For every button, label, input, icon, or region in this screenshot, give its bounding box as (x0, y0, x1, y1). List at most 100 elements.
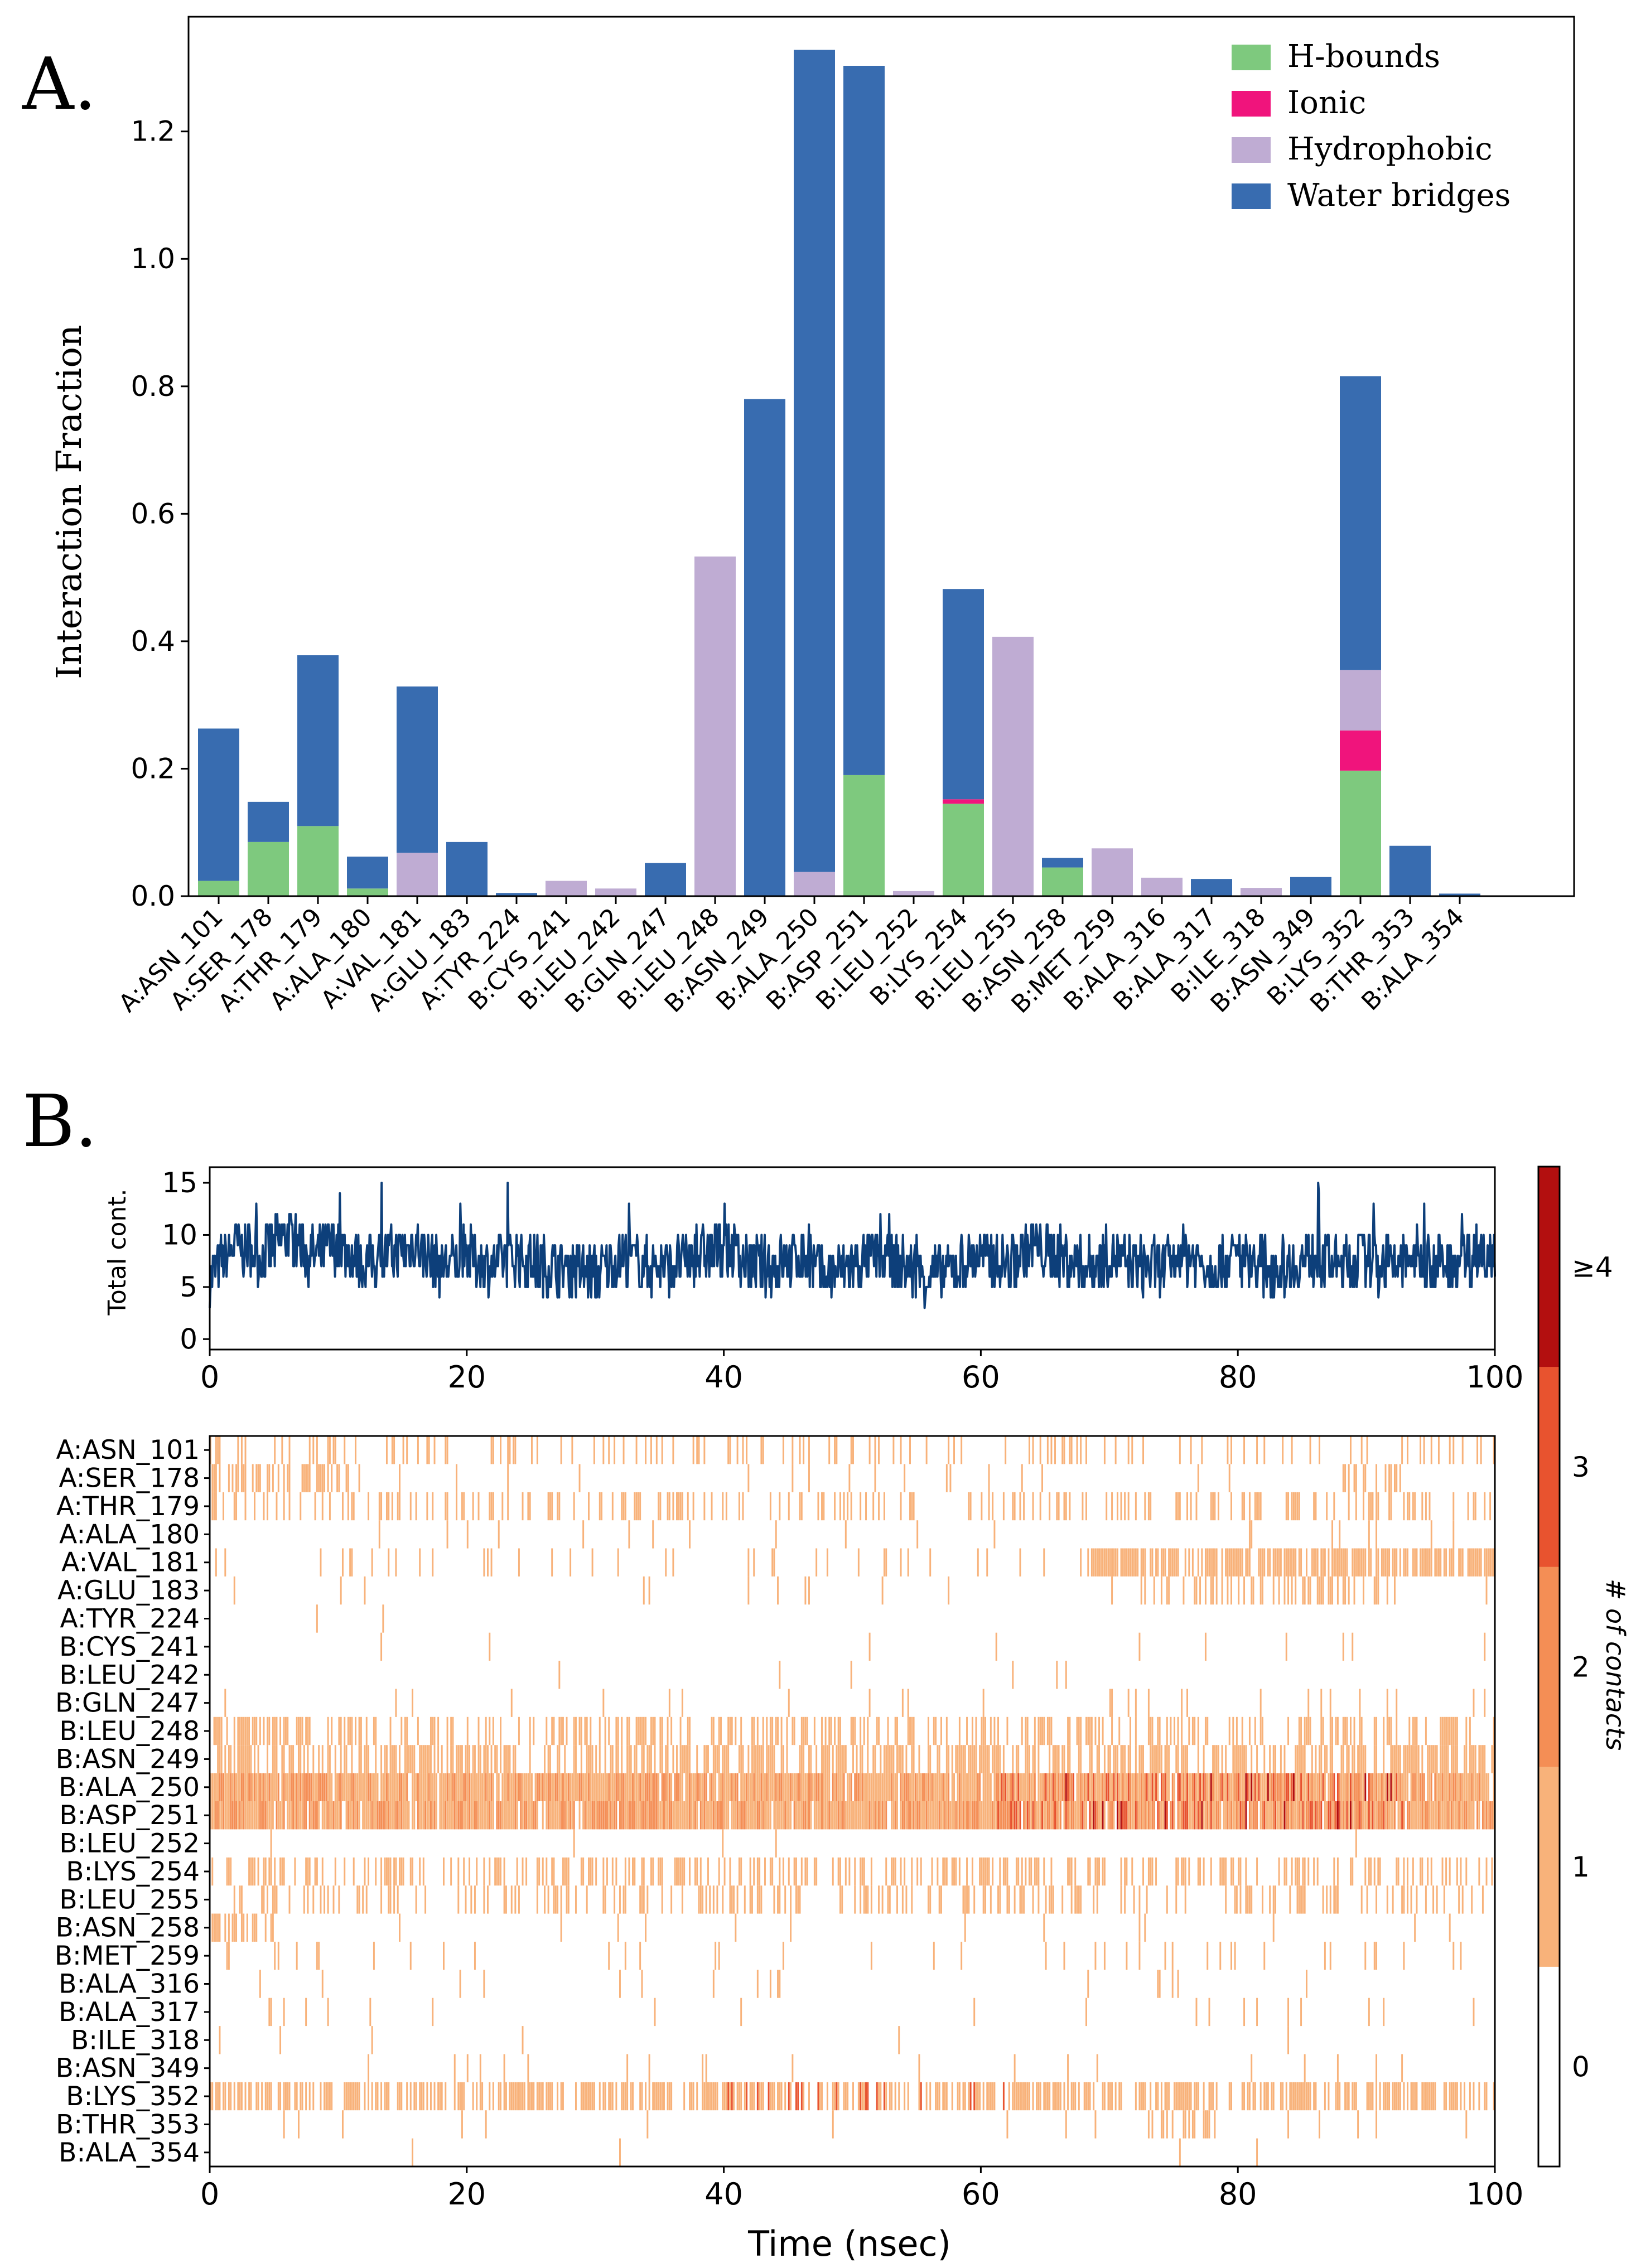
heatmap-cell (1087, 1548, 1089, 1577)
heatmap-cell (962, 1773, 964, 1801)
heatmap-cell (1392, 1548, 1394, 1577)
heatmap-cell (769, 1970, 771, 1998)
heatmap-cell (821, 1716, 823, 1745)
heatmap-cell (248, 1716, 250, 1745)
heatmap-cell (1248, 1773, 1251, 1801)
heatmap-cell (402, 1857, 404, 1886)
heatmap-cell (1336, 1548, 1339, 1577)
heatmap-cell (1269, 1773, 1271, 1801)
heatmap-cell (300, 2082, 302, 2111)
heatmap-cell (1248, 1492, 1251, 1521)
heatmap-cell (1484, 1801, 1486, 1830)
heatmap-cell (1039, 1773, 1041, 1801)
heatmap-cell (1036, 1857, 1038, 1886)
heatmap-cell (243, 1801, 245, 1830)
heatmap-cell (469, 1773, 471, 1801)
heatmap-cell (628, 1773, 630, 1801)
heatmap-cell (1120, 1548, 1122, 1577)
heatmap-cell (544, 1773, 546, 1801)
heatmap-cell (1245, 1885, 1247, 1914)
heatmap-cell (459, 1801, 461, 1830)
heatmap-cell (624, 1857, 626, 1886)
heatmap-cell (900, 1801, 902, 1830)
heatmap-cell (426, 2082, 428, 2111)
heatmap-cell (1324, 1801, 1326, 1830)
heatmap-cell (1183, 2110, 1185, 2139)
heatmap-cell (560, 1716, 562, 1745)
heatmap-cell (1166, 1745, 1168, 1773)
heatmap-cell (1039, 1801, 1041, 1830)
heatmap-cell (496, 1857, 498, 1886)
heatmap-cell (1199, 1801, 1201, 1830)
heatmap-cell (554, 1801, 557, 1830)
heatmap-cell (445, 2082, 447, 2111)
heatmap-cell (634, 1773, 636, 1801)
heatmap-cell (446, 1436, 448, 1464)
heatmap-cell (1157, 1716, 1159, 1745)
heatmap-cell (608, 1801, 610, 1830)
heatmap-cell (878, 1436, 880, 1464)
heatmap-cell (1150, 1716, 1152, 1745)
heatmap-cell (679, 1801, 682, 1830)
heatmap-cell (900, 1745, 902, 1773)
heatmap-cell (788, 1801, 790, 1830)
heatmap-cell (1275, 1885, 1276, 1914)
heatmap-cell (472, 2082, 474, 2111)
heatmap-cell (252, 1857, 254, 1886)
heatmap-cell (1179, 1436, 1181, 1464)
heatmap-cell (1135, 1745, 1137, 1773)
heatmap-cell (929, 1773, 932, 1801)
heatmap-cell (453, 2082, 456, 2111)
heatmap-cell (786, 1716, 788, 1745)
heatmap-cell (1287, 1576, 1290, 1605)
heatmap-cell (1376, 2054, 1378, 2082)
heatmap-cell (782, 1857, 784, 1886)
heatmap-cell (1247, 1885, 1249, 1914)
heatmap-cell (1210, 1576, 1212, 1605)
heatmap-cell (558, 1492, 561, 1521)
heatmap-cell (670, 1773, 673, 1801)
heatmap-cell (981, 1745, 983, 1773)
heatmap-cell (913, 1716, 915, 1745)
heatmap-cell (1269, 1885, 1271, 1914)
heatmap-cell (303, 1885, 305, 1914)
heatmap-cell (782, 1941, 784, 1970)
heatmap-cell (1458, 1773, 1460, 1801)
heatmap-cell (1258, 1548, 1260, 1577)
heatmap-cell (1069, 1857, 1071, 1886)
heatmap-cell (580, 1773, 582, 1801)
heatmap-cell (516, 1857, 518, 1886)
heatmap-cell (505, 1745, 507, 1773)
heatmap-cell (1228, 1464, 1230, 1492)
heatmap-cell (578, 1801, 581, 1830)
bar-segment (794, 872, 835, 896)
heatmap-cell (1245, 1801, 1247, 1830)
heatmap-cell (1019, 1548, 1021, 1577)
heatmap-cell (498, 1773, 500, 1801)
heatmap-cell (1076, 1773, 1078, 1801)
heatmap-cell (1280, 1773, 1282, 1801)
heatmap-cell (226, 1773, 228, 1801)
heatmap-cell (542, 1773, 544, 1801)
heatmap-cell (1090, 1548, 1093, 1577)
heatmap-cell (1309, 1576, 1311, 1605)
heatmap-cell (1126, 1857, 1128, 1886)
heatmap-cell (388, 2082, 390, 2111)
heatmap-cell (368, 2054, 370, 2082)
heatmap-cell (602, 1857, 605, 1886)
heatmap-cell (626, 1801, 629, 1830)
heatmap-cell (507, 1801, 509, 1830)
heatmap-cell (558, 1661, 561, 1689)
heatmap-cell (608, 1941, 610, 1970)
heatmap-cell (1342, 1632, 1344, 1661)
heatmap-cell (215, 1773, 217, 1801)
heatmap-cell (476, 1801, 478, 1830)
heatmap-cell (892, 1801, 895, 1830)
heatmap-cell (615, 1801, 617, 1830)
heatmap-cell (288, 1745, 291, 1773)
heatmap-cell (355, 1716, 356, 1745)
heatmap-cell (558, 1745, 561, 1773)
heatmap-cell (813, 1857, 815, 1886)
heatmap-cell (1230, 1857, 1232, 1886)
heatmap-cell (1006, 1716, 1008, 1745)
